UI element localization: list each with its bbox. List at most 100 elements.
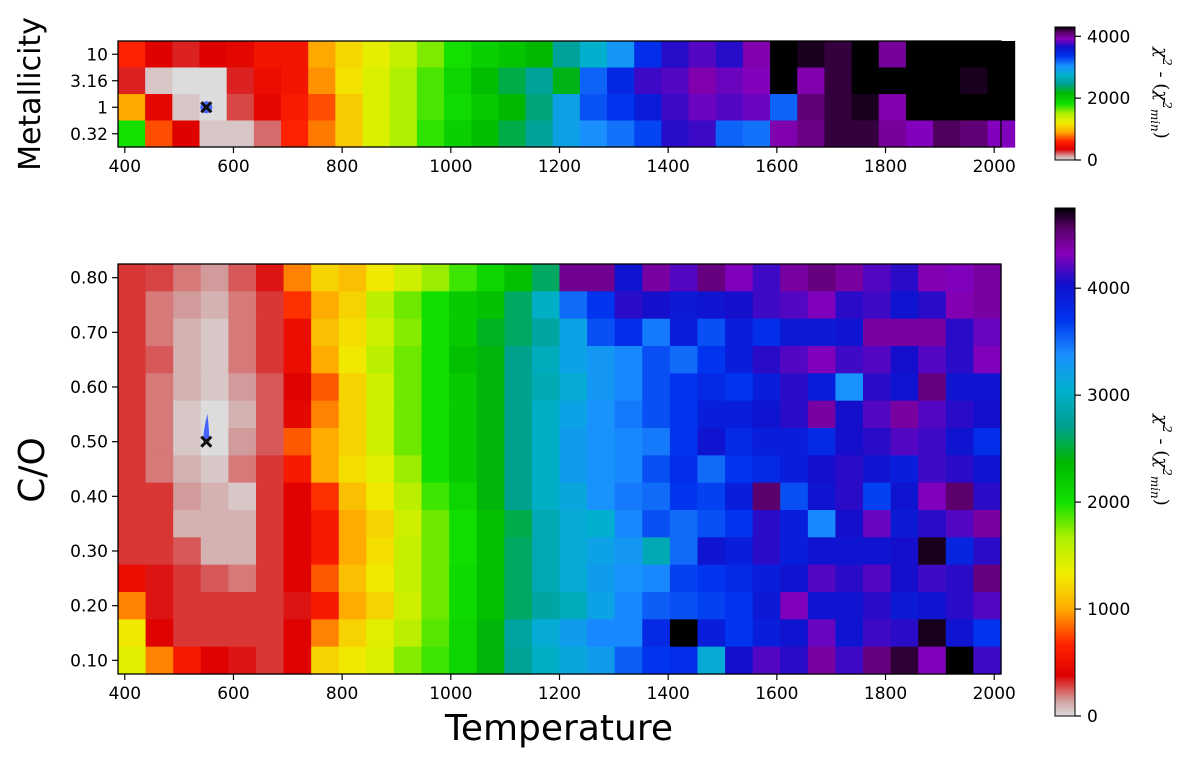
heatmap-cell <box>697 346 726 374</box>
heatmap-cell <box>642 455 671 484</box>
heatmap-cell <box>200 592 229 620</box>
heatmap-cell <box>476 564 505 593</box>
heatmap-cell <box>504 455 533 484</box>
heatmap-cell <box>389 120 418 148</box>
heatmap-cell <box>918 400 947 429</box>
heatmap-cell <box>973 482 1002 511</box>
heatmap-cell <box>807 373 837 402</box>
heatmap-cell <box>173 537 202 566</box>
heatmap-cell <box>145 482 174 511</box>
heatmap-cell <box>173 510 202 538</box>
heatmap-cell <box>752 564 781 593</box>
heatmap-cell <box>918 291 947 320</box>
heatmap-cell <box>945 346 975 374</box>
heatmap-cell <box>308 67 336 95</box>
heatmap-cell <box>255 482 285 511</box>
heatmap-cell <box>642 400 671 429</box>
heatmap-cell <box>973 510 1002 538</box>
heatmap-cell <box>918 373 947 402</box>
heatmap-cell <box>807 455 837 484</box>
heatmap-cell <box>283 373 312 402</box>
heatmap-cell <box>973 537 1002 566</box>
heatmap-cell <box>228 455 257 484</box>
heatmap-cell <box>960 41 989 69</box>
heatmap-cell <box>366 592 395 620</box>
heatmap-cell <box>311 318 340 347</box>
heatmap-cell <box>366 482 395 511</box>
heatmap-cell <box>715 67 744 95</box>
heatmap-cell <box>118 619 147 648</box>
heatmap-cell <box>476 318 505 347</box>
heatmap-cell <box>531 291 561 320</box>
heatmap-cell <box>725 455 754 484</box>
heatmap-cell <box>118 482 147 511</box>
heatmap-cell <box>366 428 395 456</box>
heatmap-cell <box>444 120 472 148</box>
heatmap-cell <box>552 94 581 122</box>
heatmap-cell <box>973 318 1002 347</box>
heatmap-cell <box>945 264 975 292</box>
heatmap-cell <box>851 41 880 69</box>
metallicity-colorbar-ticks: 0 2000 4000 <box>1075 27 1130 171</box>
heatmap-cell <box>918 537 947 566</box>
heatmap-cell <box>835 264 864 292</box>
heatmap-cell <box>311 455 340 484</box>
heatmap-cell <box>642 564 671 593</box>
heatmap-cell <box>890 291 919 320</box>
heatmap-cell <box>531 318 561 347</box>
y-tick-label: 0.10 <box>70 651 108 671</box>
heatmap-cell <box>421 346 450 374</box>
heatmap-cell <box>393 510 423 538</box>
heatmap-cell <box>697 619 726 648</box>
heatmap-cell <box>945 428 975 456</box>
x-tick-label: 1000 <box>429 684 472 704</box>
y-tick-label: 0.80 <box>70 269 108 289</box>
heatmap-cell <box>797 41 825 69</box>
heatmap-cell <box>835 318 864 347</box>
heatmap-cell <box>504 264 533 292</box>
heatmap-cell <box>531 373 561 402</box>
heatmap-cell <box>118 318 147 347</box>
heatmap-cell <box>918 510 947 538</box>
heatmap-cell <box>890 346 919 374</box>
heatmap-cell <box>697 373 726 402</box>
heatmap-cell <box>335 94 364 122</box>
heatmap-cell <box>835 619 864 648</box>
heatmap-cell <box>449 510 478 538</box>
colorbar-tick-label: 0 <box>1087 707 1098 727</box>
heatmap-cell <box>283 291 312 320</box>
heatmap-cell <box>863 264 892 292</box>
heatmap-cell <box>835 346 864 374</box>
heatmap-cell <box>118 537 147 566</box>
heatmap-cell <box>200 400 229 429</box>
heatmap-cell <box>835 592 864 620</box>
heatmap-cell <box>255 455 285 484</box>
heatmap-cell <box>449 564 478 593</box>
heatmap-cell <box>807 291 837 320</box>
heatmap-cell <box>421 537 450 566</box>
heatmap-cell <box>587 373 616 402</box>
heatmap-cell <box>697 428 726 456</box>
heatmap-cell <box>366 619 395 648</box>
heatmap-cell <box>945 537 975 566</box>
heatmap-cell <box>669 455 699 484</box>
heatmap-cell <box>851 120 880 148</box>
heatmap-cell <box>661 120 690 148</box>
heatmap-cell <box>449 646 478 675</box>
heatmap-cell <box>960 120 989 148</box>
heatmap-cell <box>449 346 478 374</box>
heatmap-cell <box>890 455 919 484</box>
heatmap-cell <box>890 428 919 456</box>
heatmap-cell <box>587 400 616 429</box>
heatmap-cell <box>421 510 450 538</box>
heatmap-cell <box>905 41 934 69</box>
heatmap-cell <box>228 400 257 429</box>
heatmap-cell <box>393 318 423 347</box>
heatmap-cell <box>393 592 423 620</box>
heatmap-cell <box>416 94 445 122</box>
x-tick-label: 600 <box>217 157 249 177</box>
heatmap-cell <box>770 94 798 122</box>
y-tick-label: 0.60 <box>70 378 108 398</box>
heatmap-cell <box>338 619 367 648</box>
heatmap-cell <box>835 510 864 538</box>
